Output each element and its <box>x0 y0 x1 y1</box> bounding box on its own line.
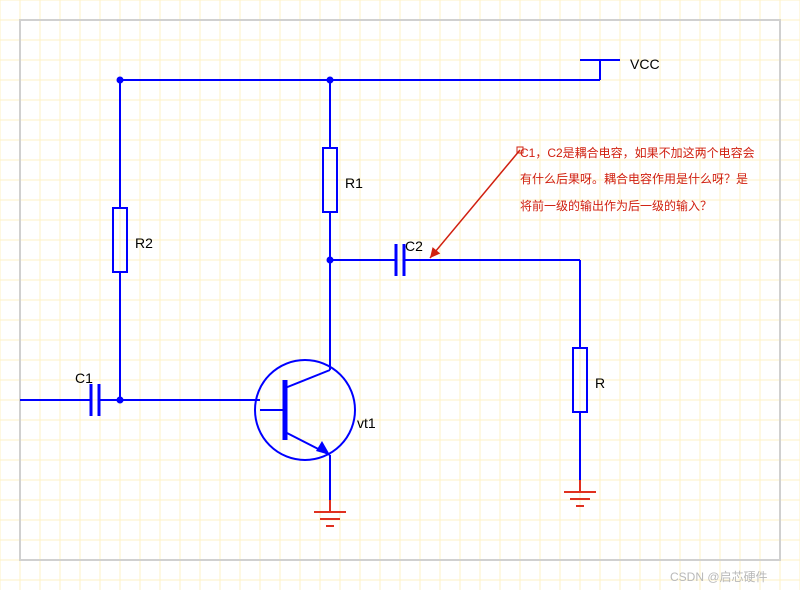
vcc-label: VCC <box>630 56 660 72</box>
annotation-text: C1，C2是耦合电容，如果不加这两个电容会有什么后果呀。耦合电容作用是什么呀？是… <box>520 140 755 219</box>
capacitor-label-C1: C1 <box>75 370 93 386</box>
capacitor-label-C2: C2 <box>405 238 423 254</box>
junction <box>117 77 124 84</box>
resistor-label-R: R <box>595 375 605 391</box>
resistor-label-R1: R1 <box>345 175 363 191</box>
schematic-canvas <box>0 0 800 590</box>
transistor-label-vt1: vt1 <box>357 415 376 431</box>
junction <box>327 257 334 264</box>
junction <box>117 397 124 404</box>
resistor-label-R2: R2 <box>135 235 153 251</box>
watermark: CSDN @启芯硬件 <box>670 568 768 585</box>
junction <box>327 77 334 84</box>
